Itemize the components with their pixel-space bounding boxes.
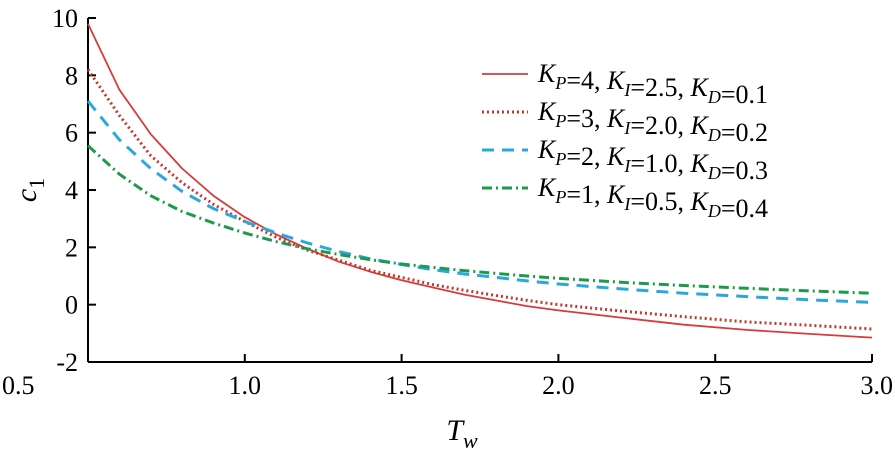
legend-part: K [606,142,626,171]
legend-subscript: I [623,80,631,100]
legend-entry-2: KP=3, KI=2.0, KD=0.2 [537,97,768,147]
y-tick-label: 10 [52,4,78,33]
legend-part: =0.2 [721,118,768,147]
x-tick-label: 0.5 [2,371,35,400]
legend-part: K [537,135,557,164]
legend-subscript: P [554,73,566,93]
x-tick-label: 2.0 [542,371,575,400]
legend-part: K [606,66,626,95]
legend-subscript: D [707,201,721,221]
legend-part: K [690,73,710,102]
legend-subscript: D [707,125,721,145]
x-axis-title-sub: w [463,428,478,453]
legend-subscript: D [707,163,721,183]
legend-subscript: I [623,194,631,214]
legend-subscript: I [623,156,631,176]
legend-part: =2, [566,142,607,171]
legend-part: =0.5, [630,187,690,216]
legend-entry-3: KP=2, KI=1.0, KD=0.3 [537,135,768,185]
x-tick-label: 3.0 [861,371,894,400]
legend-part: =2.5, [630,73,690,102]
series-line-2 [86,68,873,331]
y-tick-label: -2 [56,348,78,377]
legend-subscript: P [554,187,566,207]
legend-subscript: D [707,87,721,107]
legend-subscript: P [554,149,566,169]
legend-part: K [690,149,710,178]
legend-part: =2.0, [630,111,690,140]
y-tick-label: 2 [65,233,78,262]
legend-part: =3, [566,104,607,133]
legend-part: =0.1 [721,80,768,109]
legend-subscript: I [623,118,631,138]
y-tick-label: 6 [65,119,78,148]
legend-entry-4: KP=1, KI=0.5, KD=0.4 [537,173,768,223]
legend-subscript: P [554,111,566,131]
y-axis-title: c1 [10,178,49,202]
legend-part: K [606,180,626,209]
legend: KP=4, KI=2.5, KD=0.1KP=3, KI=2.0, KD=0.2… [482,59,768,223]
legend-part: =1.0, [630,149,690,178]
y-axis-title-main: c [10,189,43,202]
series-lines [86,23,873,339]
legend-part: K [537,97,557,126]
x-axis-title-main: T [446,414,465,447]
y-tick-label: 8 [65,61,78,90]
x-tick-label: 1.0 [229,371,262,400]
legend-part: K [537,173,557,202]
series-line-4 [86,144,873,295]
axes: 0.5 1.0 1.5 2.0 2.5 3.0 -2 0 2 4 6 8 10 [2,4,893,400]
legend-part: =4, [566,66,607,95]
x-axis-title: Tw [446,414,478,453]
y-axis-title-sub: 1 [24,178,49,189]
legend-part: =1, [566,180,607,209]
legend-part: K [690,111,710,140]
legend-entry-1: KP=4, KI=2.5, KD=0.1 [537,59,768,109]
legend-part: K [606,104,626,133]
x-tick-label: 1.5 [385,371,418,400]
legend-part: K [690,187,710,216]
y-tick-label: 0 [65,291,78,320]
axis-labels: Tw c1 [10,178,478,453]
legend-part: K [537,59,557,88]
x-tick-label: 2.5 [699,371,732,400]
series-line-1 [87,23,873,339]
y-tick-label: 4 [65,176,78,205]
legend-part: =0.3 [721,156,768,185]
legend-part: =0.4 [721,194,768,223]
